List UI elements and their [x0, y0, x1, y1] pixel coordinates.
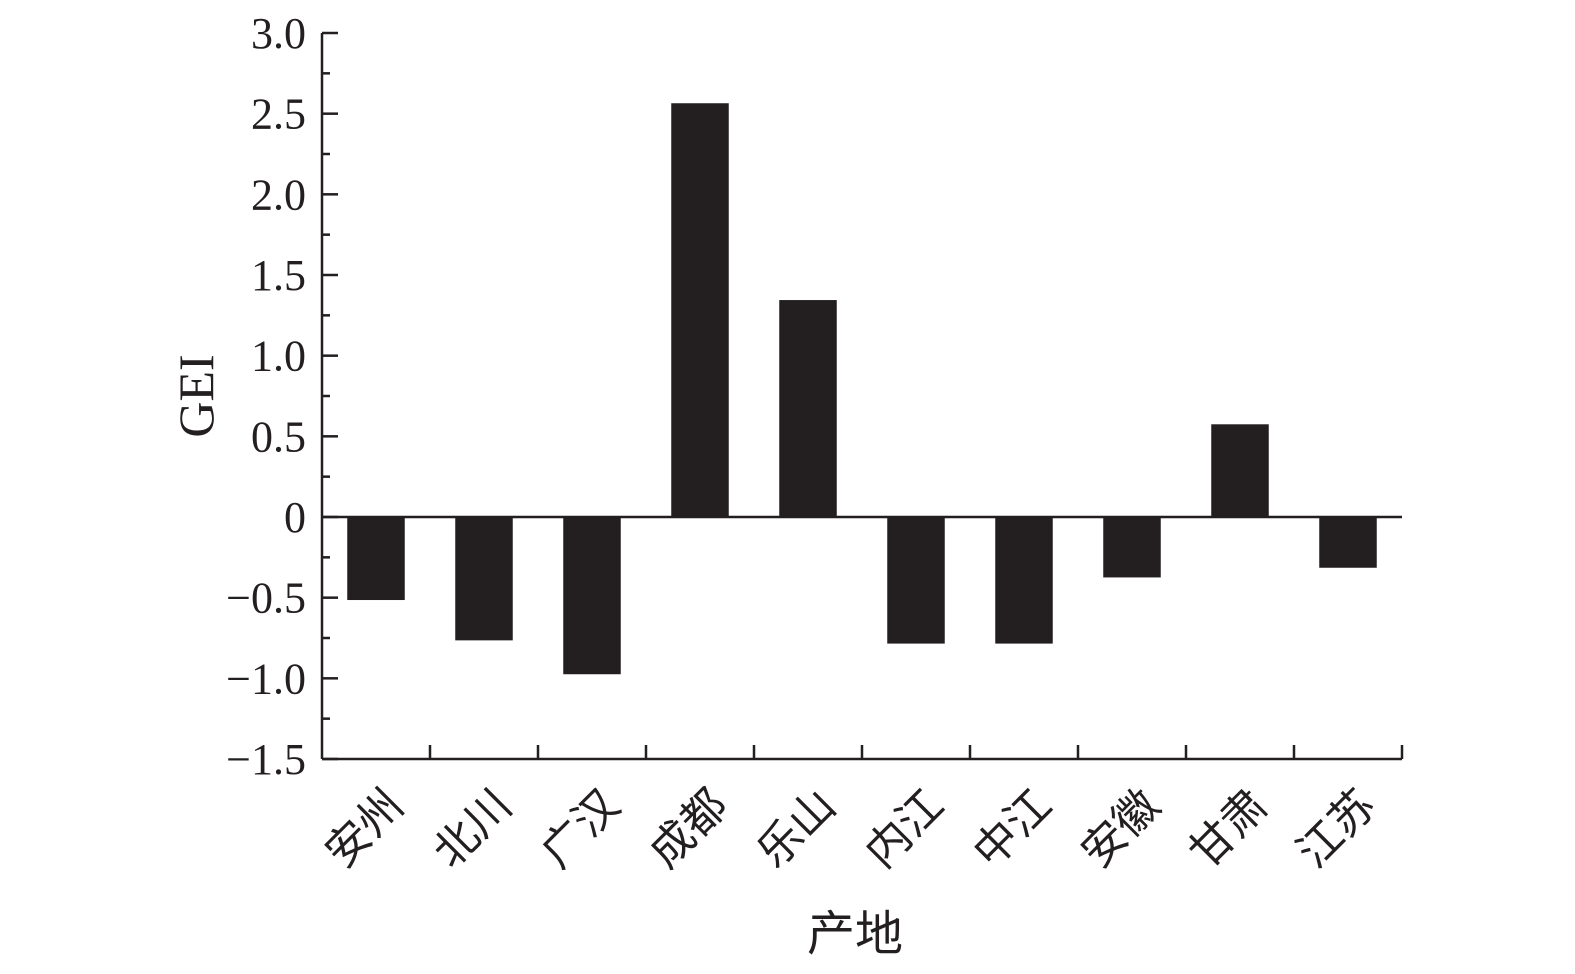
- x-category-label: 安州: [315, 780, 413, 878]
- x-ticks: [428, 745, 1404, 759]
- bar-9: [1211, 424, 1269, 518]
- y-tick-label: 0.5: [251, 412, 306, 461]
- category-labels: 安州 北川 广汉 成都 乐山 内江 中江 安徽 甘肃 江苏: [315, 780, 1385, 878]
- bar-4: [671, 103, 729, 518]
- x-category-label: 内江: [855, 780, 953, 878]
- x-category-label: 中江: [963, 780, 1061, 878]
- y-tick-label: 3.0: [251, 9, 306, 58]
- x-category-label: 北川: [423, 780, 521, 878]
- bar-1: [347, 516, 405, 601]
- x-category-label: 成都: [639, 780, 737, 878]
- bar-8: [1103, 516, 1161, 578]
- y-tick-label: −1.5: [226, 735, 306, 784]
- x-axis-title: 产地: [807, 906, 903, 962]
- x-category-label: 江苏: [1287, 780, 1385, 878]
- y-tick-label: 2.5: [251, 90, 306, 139]
- bar-6: [887, 516, 945, 644]
- y-tick-label: 2.0: [251, 170, 306, 219]
- y-ticks: 3.0 2.5 2.0 1.5 1.0 0.5 0 −0.5 −1.0 −1.5: [226, 9, 338, 784]
- axes-layer: [320, 33, 1402, 761]
- y-tick-label: −1.0: [226, 654, 306, 703]
- x-category-label: 安徽: [1071, 780, 1169, 878]
- bar-10: [1319, 516, 1377, 568]
- y-tick-label: 1.5: [251, 251, 306, 300]
- bar-3: [563, 516, 621, 675]
- bar-7: [995, 516, 1053, 644]
- bar-2: [455, 516, 513, 641]
- x-category-label: 乐山: [747, 780, 845, 878]
- x-category-label: 甘肃: [1179, 780, 1277, 878]
- y-tick-label: 1.0: [251, 332, 306, 381]
- x-category-label: 广汉: [531, 780, 629, 878]
- bar-5: [779, 300, 837, 518]
- bars-layer: [347, 103, 1377, 675]
- y-axis-title: GEI: [168, 354, 224, 437]
- y-tick-label: 0: [284, 493, 306, 542]
- y-tick-label: −0.5: [226, 574, 306, 623]
